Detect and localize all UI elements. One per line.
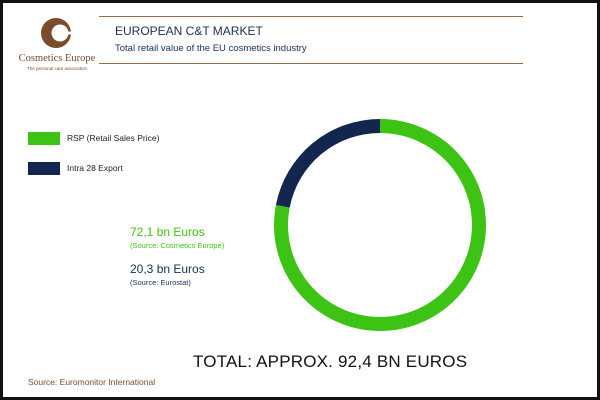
- logo-name: Cosmetics Europe: [18, 53, 96, 64]
- cosmetics-europe-logo: Cosmetics Europe The personal care assoc…: [11, 15, 101, 75]
- export-source: (Source: Eurostat): [130, 278, 191, 287]
- logo-emblem-icon: [41, 18, 73, 48]
- legend-item-export: Intra 28 Export: [28, 161, 123, 175]
- logo-tagline: The personal care association: [26, 66, 88, 71]
- slide-title: EUROPEAN C&T MARKET: [115, 24, 263, 38]
- slide-subtitle: Total retail value of the EU cosmetics i…: [115, 43, 307, 54]
- header-bottom-rule: [99, 63, 523, 64]
- donut-slice-export: [275, 119, 380, 208]
- legend-label-rsp: RSP (Retail Sales Price): [67, 133, 160, 143]
- header-top-rule: [99, 16, 523, 17]
- rsp-source: (Source: Cosmetics Europe): [130, 241, 225, 250]
- donut-chart: [274, 119, 487, 331]
- legend-item-rsp: RSP (Retail Sales Price): [28, 131, 159, 145]
- source-note: Source: Euromonitor International: [28, 377, 156, 387]
- total-label: TOTAL: APPROX. 92,4 BN EUROS: [193, 352, 468, 371]
- legend-swatch-export: [28, 161, 60, 175]
- legend-swatch-rsp: [28, 131, 60, 145]
- legend-label-export: Intra 28 Export: [67, 163, 123, 173]
- export-value: 20,3 bn Euros: [130, 262, 205, 276]
- rsp-value: 72,1 bn Euros: [130, 225, 205, 239]
